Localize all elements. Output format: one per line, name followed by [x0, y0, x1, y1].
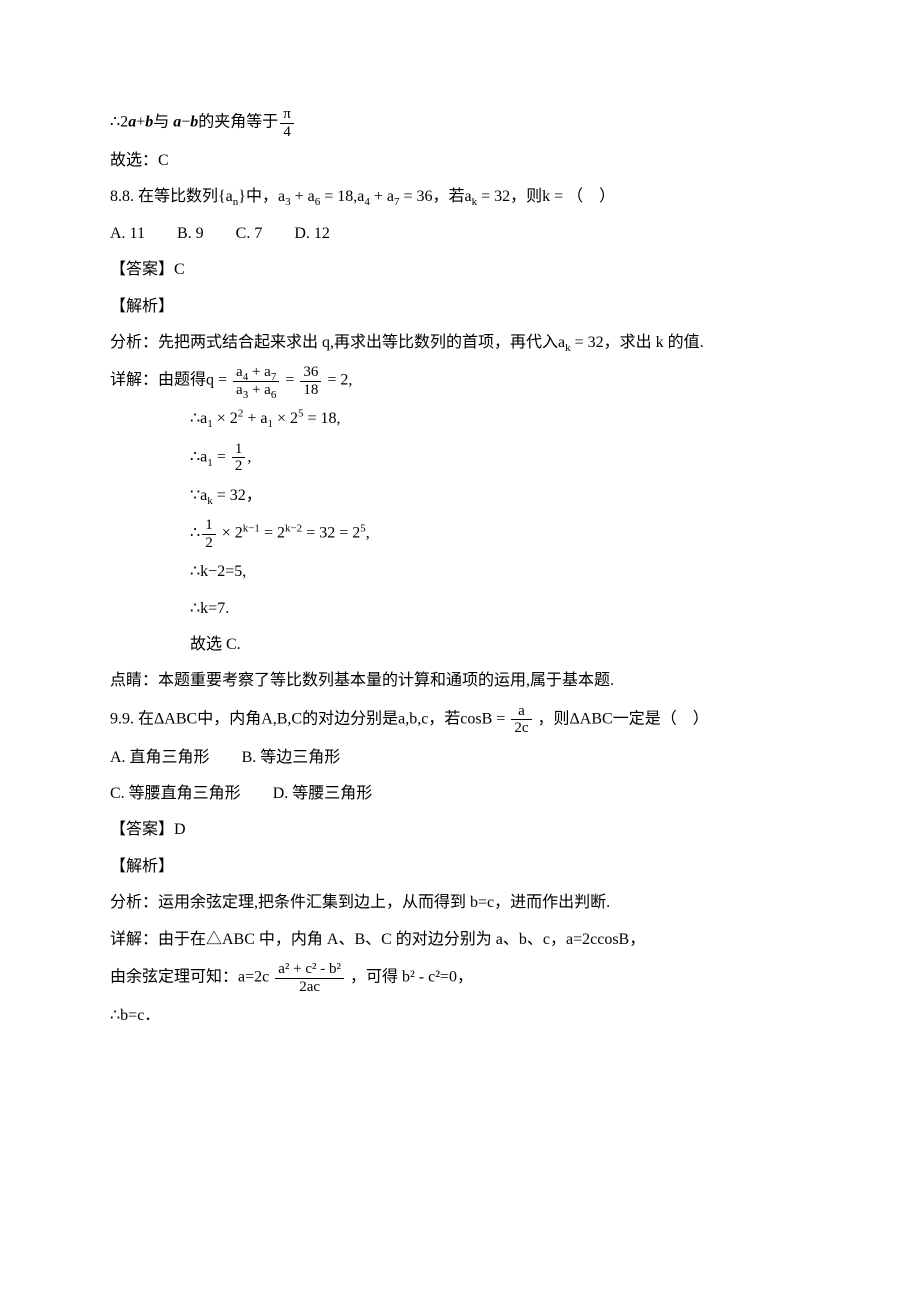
- q9-answer: 【答案】D: [110, 815, 810, 845]
- opt-c: C. 等腰直角三角形: [110, 785, 241, 802]
- txt: = 18,a: [320, 188, 364, 205]
- opt-d: D. 等腰三角形: [273, 785, 373, 802]
- q8-step5: ∴k−2=5,: [110, 557, 810, 587]
- txt: }中，a: [238, 188, 285, 205]
- t: = 32 = 2: [302, 525, 360, 542]
- q8-detail-q: 详解：由题得q = a4 + a7 a3 + a6 = 36 18 = 2,: [110, 364, 810, 398]
- num: 36: [300, 364, 321, 381]
- q9-jiexi: 【解析】: [110, 852, 810, 882]
- q8-step4: ∴12 × 2k−1 = 2k−2 = 32 = 25,: [110, 517, 810, 551]
- q8-options: A. 11 B. 9 C. 7 D. 12: [110, 219, 810, 249]
- eq: =: [285, 372, 298, 389]
- t: × 2: [218, 525, 243, 542]
- q8-step1: ∴a1 × 22 + a1 × 25 = 18,: [110, 404, 810, 434]
- q8-jiexi: 【解析】: [110, 292, 810, 322]
- den: 4: [280, 123, 294, 141]
- q9-options-row1: A. 直角三角形 B. 等边三角形: [110, 743, 810, 773]
- line-select-c: 故选：C: [110, 146, 810, 176]
- num: π: [280, 106, 294, 123]
- t: + a: [248, 364, 271, 380]
- sup: k−2: [285, 522, 302, 534]
- t: ，则ΔABC一定是（ ）: [538, 710, 709, 727]
- den: a3 + a6: [233, 381, 279, 399]
- txt: 详解：由题得q =: [110, 372, 227, 389]
- num: 1: [202, 517, 216, 534]
- frac-36-18: 36 18: [300, 364, 321, 398]
- t: 由余弦定理可知：a=2c: [110, 969, 269, 986]
- opt-a: A. 直角三角形: [110, 749, 210, 766]
- line-angle-result: ∴2a+b与 a−b的夹角等于π4: [110, 106, 810, 140]
- q9-bc: ∴b=c．: [110, 1001, 810, 1031]
- t: ∴a: [190, 410, 207, 427]
- num: 1: [232, 441, 246, 458]
- txt: = 32，求出 k 的值.: [571, 334, 704, 351]
- frac-a4a7-a3a6: a4 + a7 a3 + a6: [233, 364, 279, 398]
- frac-a-2c: a2c: [511, 703, 531, 737]
- sup: k−1: [243, 522, 260, 534]
- q8-stem: 8.8. 在等比数列{an}中，a3 + a6 = 18,a4 + a7 = 3…: [110, 182, 810, 212]
- sub: 6: [271, 389, 277, 401]
- frac-1-2b: 12: [202, 517, 216, 551]
- t: = 32，: [213, 487, 262, 504]
- txt: + a: [370, 188, 394, 205]
- q8-step3: ∵ak = 32，: [110, 481, 810, 511]
- den: 18: [300, 381, 321, 399]
- t: ,: [247, 448, 251, 465]
- q8-dianjing: 点睛：本题重要考察了等比数列基本量的计算和通项的运用,属于基本题.: [110, 666, 810, 696]
- num: a4 + a7: [233, 364, 279, 381]
- t: + a: [243, 410, 267, 427]
- den: 2: [232, 457, 246, 475]
- t: a: [236, 364, 243, 380]
- t: ∵a: [190, 487, 207, 504]
- txt: = 32，则k = （ ）: [477, 188, 615, 205]
- t: = 2: [260, 525, 285, 542]
- txt: 与: [153, 114, 173, 131]
- frac-cosine: a² + c² - b²2ac: [275, 961, 344, 995]
- txt: ∴2: [110, 114, 128, 131]
- den: 2: [202, 534, 216, 552]
- opt-b: B. 等边三角形: [242, 749, 341, 766]
- num: a² + c² - b²: [275, 961, 344, 978]
- frac-1-2: 12: [232, 441, 246, 475]
- t: 9.9. 在ΔABC中，内角A,B,C的对边分别是a,b,c，若cosB =: [110, 710, 505, 727]
- q9-cosine-law: 由余弦定理可知：a=2c a² + c² - b²2ac ，可得 b² - c²…: [110, 961, 810, 995]
- q8-answer: 【答案】C: [110, 255, 810, 285]
- t: + a: [248, 382, 271, 398]
- t: =: [213, 448, 230, 465]
- t: ∴: [190, 525, 200, 542]
- t: = 18,: [303, 410, 340, 427]
- opt-a: A. 11: [110, 225, 145, 242]
- txt: = 36，若a: [399, 188, 471, 205]
- t: × 2: [273, 410, 298, 427]
- opt-c: C. 7: [236, 225, 263, 242]
- t: a: [236, 382, 243, 398]
- opt-b: B. 9: [177, 225, 204, 242]
- txt: −: [181, 114, 190, 131]
- txt: 8.8. 在等比数列{a: [110, 188, 233, 205]
- txt: 的夹角等于: [198, 114, 278, 131]
- t: ，可得 b² - c²=0，: [350, 969, 473, 986]
- q9-analysis: 分析：运用余弦定理,把条件汇集到边上，从而得到 b=c，进而作出判断.: [110, 888, 810, 918]
- opt-d: D. 12: [294, 225, 330, 242]
- q8-analysis: 分析：先把两式结合起来求出 q,再求出等比数列的首项，再代入ak = 32，求出…: [110, 328, 810, 358]
- txt: +: [136, 114, 145, 131]
- q8-step2: ∴a 1 = 12,: [110, 441, 810, 475]
- q8-step7: 故选 C.: [110, 630, 810, 660]
- t: × 2: [213, 410, 238, 427]
- q9-stem: 9.9. 在ΔABC中，内角A,B,C的对边分别是a,b,c，若cosB = a…: [110, 703, 810, 737]
- txt: + a: [291, 188, 315, 205]
- num: a: [511, 703, 531, 720]
- den: 2ac: [275, 978, 344, 996]
- vec-a: a: [128, 114, 136, 131]
- q9-options-row2: C. 等腰直角三角形 D. 等腰三角形: [110, 779, 810, 809]
- q8-step6: ∴k=7.: [110, 594, 810, 624]
- q9-detail: 详解：由于在△ABC 中，内角 A、B、C 的对边分别为 a、b、c，a=2cc…: [110, 925, 810, 955]
- den: 2c: [511, 719, 531, 737]
- t: ∴a: [190, 448, 207, 465]
- txt: = 2,: [327, 372, 352, 389]
- t: ,: [366, 525, 370, 542]
- txt: 分析：先把两式结合起来求出 q,再求出等比数列的首项，再代入a: [110, 334, 565, 351]
- frac-pi-over-4: π4: [280, 106, 294, 140]
